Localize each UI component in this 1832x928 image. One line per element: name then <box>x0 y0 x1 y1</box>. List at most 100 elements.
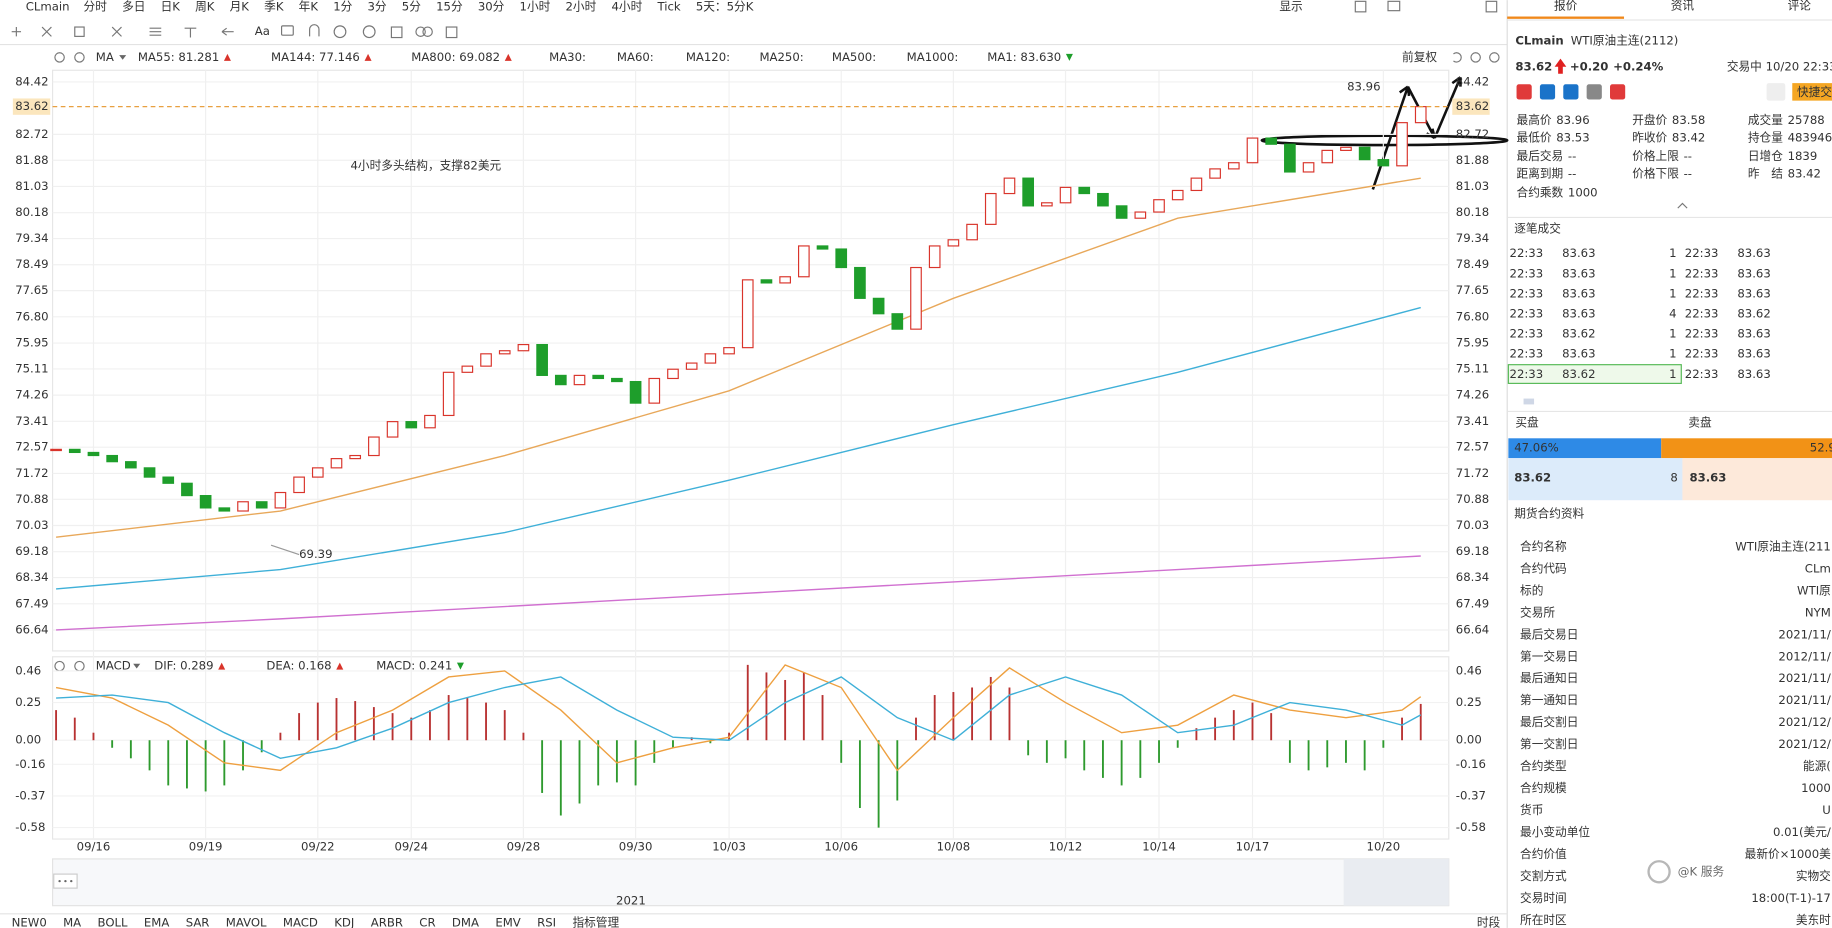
y-tick-label: 68.34 <box>1456 570 1489 584</box>
period-tab[interactable]: 1小时 <box>520 0 551 14</box>
indicator-tab[interactable]: ARBR <box>371 916 403 928</box>
icon[interactable] <box>1387 0 1401 12</box>
y-tick-label: 70.03 <box>1456 518 1489 532</box>
indicator-tab[interactable]: NEW0 <box>12 916 47 928</box>
reset[interactable] <box>1453 52 1462 63</box>
period-tab[interactable]: 年K <box>299 0 319 14</box>
icon[interactable] <box>149 27 162 36</box>
indicator-tab[interactable]: DMA <box>452 916 479 928</box>
contract-label: 合约类型 <box>1520 759 1567 773</box>
candle <box>1078 186 1091 195</box>
icon[interactable] <box>422 26 433 37</box>
icon[interactable] <box>362 25 376 39</box>
stat-label: 最后交易 <box>1517 149 1564 163</box>
period-tab[interactable]: 5天：5分K <box>696 0 754 14</box>
candle <box>1171 189 1184 201</box>
x-tick-label: 09/16 <box>77 840 111 854</box>
candle <box>368 436 380 457</box>
y-tick-label: 72.57 <box>15 440 48 454</box>
icon[interactable] <box>415 26 426 37</box>
trade-time: 22:33 <box>1510 367 1544 381</box>
y-tick-label: 76.80 <box>1456 309 1489 323</box>
icon[interactable] <box>390 26 403 39</box>
y-tick-label: 70.03 <box>15 518 48 532</box>
icon[interactable] <box>280 25 294 36</box>
panel-icon <box>1586 84 1602 100</box>
indicator-tab[interactable]: MACD <box>283 916 318 928</box>
y-tick-label: 77.65 <box>1456 283 1489 297</box>
period-tab[interactable]: 时段 <box>1477 916 1501 928</box>
period-tab[interactable]: 30分 <box>478 0 505 14</box>
indicator-tab[interactable]: CR <box>419 916 435 928</box>
period-tab[interactable]: 3分 <box>368 0 387 14</box>
icon[interactable] <box>333 25 347 39</box>
y-tick-label: 81.88 <box>15 153 48 167</box>
icon[interactable] <box>41 26 52 37</box>
panel-tab[interactable]: 评论 <box>1788 0 1812 12</box>
period-tab[interactable]: 4小时 <box>611 0 642 14</box>
period-tab[interactable]: 5分 <box>402 0 421 14</box>
icon[interactable] <box>1354 0 1367 13</box>
trend-up <box>218 662 226 670</box>
period-tab[interactable]: 2小时 <box>566 0 597 14</box>
indicator-tab[interactable]: MA <box>63 916 81 928</box>
adjust-mode[interactable]: 前复权 <box>1402 50 1437 64</box>
legend-item: MA1000: <box>907 50 959 64</box>
indicator-tab[interactable]: MAVOL <box>226 916 267 928</box>
indicator-tab[interactable]: EMV <box>495 916 520 928</box>
candle <box>629 380 642 404</box>
last-price-label: 83.62 <box>15 99 48 113</box>
bid-ratio <box>1508 438 1662 459</box>
period-tab[interactable]: 分时 <box>84 0 108 14</box>
y-tick-label: 70.88 <box>15 492 48 506</box>
candle <box>1414 106 1427 124</box>
scroll-bar[interactable] <box>51 858 1450 907</box>
candle <box>854 266 866 299</box>
period-tab[interactable]: 15分 <box>436 0 463 14</box>
zoom-out[interactable] <box>1470 52 1481 63</box>
ask-price: 83.63 <box>1689 471 1726 485</box>
legend-item: MACD: 0.241 <box>376 659 452 673</box>
y-tick-label: 72.57 <box>1456 440 1489 454</box>
period-tab[interactable]: 多日 <box>122 0 145 14</box>
candle <box>573 374 586 386</box>
panel-tab[interactable]: 报价 <box>1554 0 1578 12</box>
icon[interactable] <box>221 27 234 36</box>
indicator-tab[interactable]: KDJ <box>334 916 354 928</box>
candle <box>274 491 287 509</box>
panel-tab[interactable]: 资讯 <box>1671 0 1695 12</box>
candle <box>162 476 175 484</box>
scroll-window[interactable] <box>1343 858 1449 906</box>
period-tab[interactable]: 月K <box>230 0 250 14</box>
period-tab[interactable]: 季K <box>264 0 284 14</box>
indicator-tab[interactable]: EMA <box>144 916 169 928</box>
period-tab[interactable]: 1分 <box>333 0 352 14</box>
icon[interactable] <box>111 26 122 37</box>
candle <box>928 245 941 269</box>
settings-icon[interactable] <box>54 52 65 63</box>
icon[interactable] <box>74 26 85 37</box>
period-tab[interactable]: 日K <box>161 0 181 14</box>
icon[interactable] <box>1485 0 1498 13</box>
indicator-tab[interactable]: BOLL <box>98 916 128 928</box>
indicator-tab[interactable]: SAR <box>186 916 210 928</box>
macd-frame <box>51 656 1450 840</box>
font-tool[interactable]: Aa <box>255 24 270 38</box>
close-icon[interactable] <box>74 52 85 63</box>
icon[interactable] <box>11 27 22 37</box>
y-tick-label: 78.49 <box>1456 257 1489 271</box>
period-tab[interactable]: 周K <box>195 0 215 14</box>
quick-trade[interactable]: 快捷交 <box>1797 85 1832 99</box>
dot <box>58 879 61 883</box>
zoom-in[interactable] <box>1489 52 1500 63</box>
icon[interactable] <box>184 27 197 38</box>
indicator-tab[interactable]: RSI <box>537 916 556 928</box>
indicator-tab[interactable]: 指标管理 <box>572 916 619 928</box>
y-tick-label: -0.16 <box>1456 757 1486 771</box>
period-tab[interactable]: Tick <box>656 0 680 14</box>
icon[interactable] <box>445 26 458 39</box>
display-menu[interactable]: 显示 <box>1279 0 1302 14</box>
icon[interactable] <box>309 24 320 37</box>
contract-value: 0.01(美元/ <box>1773 825 1831 839</box>
y-tick-label: 74.26 <box>1456 388 1489 402</box>
